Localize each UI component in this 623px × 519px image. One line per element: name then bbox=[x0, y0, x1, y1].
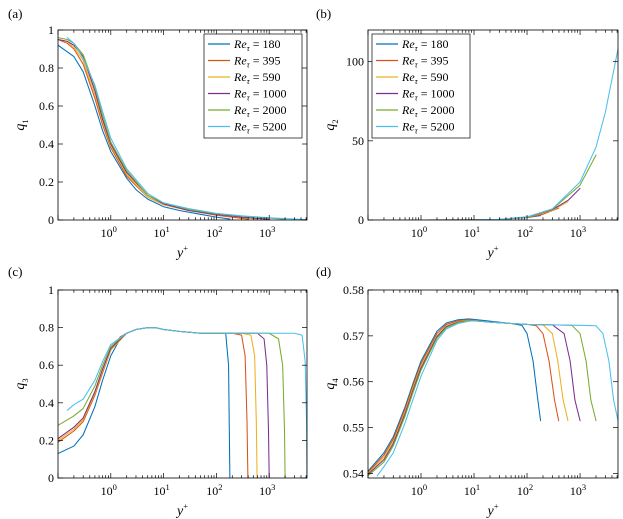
x-tick-label: 102 bbox=[206, 482, 222, 498]
y-axis-label: q3 bbox=[13, 378, 30, 389]
x-tick-label: 101 bbox=[153, 482, 169, 498]
y-tick-label: 0 bbox=[48, 471, 54, 485]
series-group bbox=[58, 37, 307, 220]
series-line-d-3 bbox=[368, 320, 581, 475]
y-axis-label: q1 bbox=[13, 119, 30, 130]
legend-entry: Reτ = 5200 bbox=[233, 120, 286, 136]
series-line-c-5 bbox=[66, 327, 307, 478]
series-line-a-0 bbox=[58, 44, 231, 220]
legend-entry: Reτ = 1000 bbox=[233, 87, 286, 103]
y-tick-label: 0.2 bbox=[39, 433, 54, 447]
x-tick-label: 101 bbox=[153, 224, 169, 240]
x-tick-label: 101 bbox=[464, 482, 480, 498]
series-line-a-5 bbox=[66, 37, 307, 220]
legend-entry: Reτ = 1000 bbox=[401, 87, 454, 103]
y-tick-label: 0.6 bbox=[39, 99, 54, 113]
series-group bbox=[368, 318, 618, 477]
y-tick-label: 0.54 bbox=[343, 466, 364, 480]
y-tick-label: 0.56 bbox=[343, 375, 364, 389]
y-tick-label: 100 bbox=[346, 55, 364, 69]
legend-entry: Reτ = 590 bbox=[233, 70, 280, 86]
x-tick-label: 100 bbox=[411, 482, 427, 498]
y-tick-label: 50 bbox=[352, 134, 364, 148]
y-tick-label: 0 bbox=[358, 213, 364, 227]
x-tick-label: 103 bbox=[259, 224, 275, 240]
y-tick-label: 0.2 bbox=[39, 175, 54, 189]
legend-entry: Reτ = 180 bbox=[401, 37, 448, 53]
x-tick-label: 103 bbox=[259, 482, 275, 498]
y-tick-label: 0 bbox=[48, 213, 54, 227]
y-tick-label: 0.8 bbox=[39, 61, 54, 75]
y-tick-label: 0.6 bbox=[39, 358, 54, 372]
panel-label-b: (b) bbox=[316, 6, 331, 21]
y-tick-label: 1 bbox=[48, 23, 54, 37]
axes-box bbox=[57, 29, 308, 221]
series-line-d-1 bbox=[368, 319, 560, 474]
x-axis-label: y+ bbox=[175, 501, 188, 519]
series-line-d-4 bbox=[368, 320, 597, 477]
panel-d: (d) 100 101 102 103 0.54 0.55 0.56 0.57 0.58 y+ q4 bbox=[316, 264, 619, 519]
series-line-b-2 bbox=[368, 201, 569, 220]
x-tick-label: 100 bbox=[101, 482, 117, 498]
x-tick-label: 102 bbox=[517, 224, 533, 240]
x-tick-label: 100 bbox=[411, 224, 427, 240]
legend-entry: Reτ = 5200 bbox=[401, 120, 454, 136]
y-tick-label: 0.4 bbox=[39, 137, 54, 151]
series-group bbox=[58, 327, 307, 478]
x-tick-label: 100 bbox=[101, 224, 117, 240]
series-line-c-3 bbox=[58, 327, 270, 478]
y-tick-label: 0.55 bbox=[343, 421, 364, 435]
panel-label-c: (c) bbox=[8, 264, 22, 279]
legend-entry: Reτ = 2000 bbox=[401, 103, 454, 119]
series-line-c-0 bbox=[58, 327, 231, 478]
panel-a: (a) 100 101 102 103 0 0.2 0.4 0.6 0.8 1 y+ q1 Reτ = 1… bbox=[8, 6, 308, 261]
legend-entry: Reτ = 590 bbox=[401, 70, 448, 86]
series-line-d-5 bbox=[376, 320, 618, 477]
y-tick-label: 1 bbox=[48, 283, 54, 297]
y-tick-label: 0.8 bbox=[39, 321, 54, 335]
y-tick-label: 0.4 bbox=[39, 396, 54, 410]
x-tick-label: 101 bbox=[464, 224, 480, 240]
legend-box bbox=[203, 33, 303, 139]
legend-entry: Reτ = 180 bbox=[233, 37, 280, 53]
series-line-d-0 bbox=[368, 318, 542, 472]
x-tick-label: 103 bbox=[570, 224, 586, 240]
series-line-a-3 bbox=[58, 38, 270, 220]
x-tick-label: 103 bbox=[570, 482, 586, 498]
axes-box bbox=[367, 29, 619, 221]
y-tick-label: 0.57 bbox=[343, 329, 364, 343]
axes-box bbox=[57, 289, 308, 479]
panel-c: (c) 100 101 102 103 0 0.2 0.4 0.6 0.8 1 y+ q3 bbox=[8, 264, 308, 519]
panel-label-a: (a) bbox=[8, 6, 22, 21]
y-axis-label: q2 bbox=[323, 119, 340, 130]
legend-box bbox=[371, 33, 471, 139]
axes-box bbox=[367, 289, 619, 479]
legend-entry: Reτ = 395 bbox=[233, 54, 280, 70]
legend-entry: Reτ = 2000 bbox=[233, 103, 286, 119]
x-tick-label: 102 bbox=[517, 482, 533, 498]
x-axis-label: y+ bbox=[485, 501, 498, 519]
series-line-b-4 bbox=[368, 154, 597, 220]
legend-entry: Reτ = 395 bbox=[401, 54, 448, 70]
x-tick-label: 102 bbox=[206, 224, 222, 240]
series-line-b-1 bbox=[368, 207, 560, 220]
y-axis-label: q4 bbox=[323, 378, 340, 390]
x-axis-label: y+ bbox=[485, 243, 498, 261]
panel-label-d: (d) bbox=[316, 264, 331, 279]
x-axis-label: y+ bbox=[175, 243, 188, 261]
y-tick-label: 0.58 bbox=[343, 283, 364, 297]
